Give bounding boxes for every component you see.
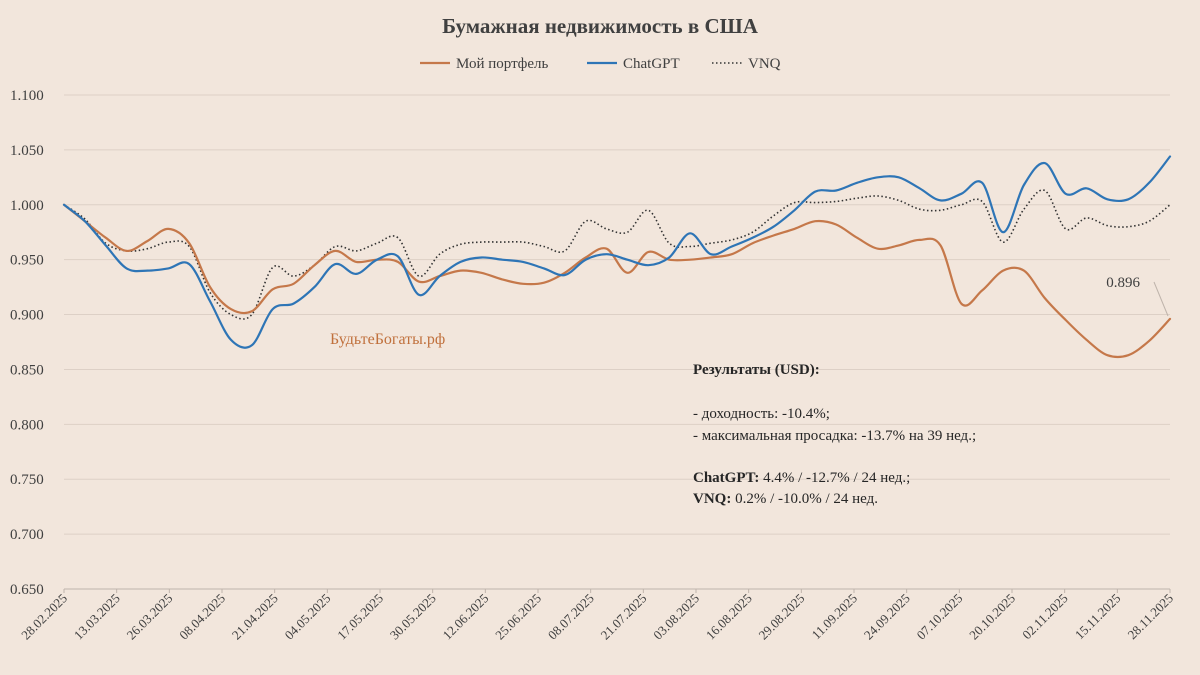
x-tick-label: 02.11.2025 — [1019, 591, 1071, 643]
y-tick-label: 0.800 — [10, 417, 44, 433]
legend: Мой портфель ChatGPT VNQ — [420, 56, 781, 72]
legend-label: Мой портфель — [456, 56, 548, 72]
x-tick-label: 29.08.2025 — [755, 591, 807, 643]
x-tick-label: 25.06.2025 — [492, 591, 544, 643]
series-lines — [62, 155, 1172, 359]
series-line-vnq — [63, 189, 1171, 320]
x-tick-label: 08.07.2025 — [545, 591, 597, 643]
y-tick-label: 0.900 — [10, 308, 44, 324]
legend-item-vnq: VNQ — [712, 56, 781, 72]
y-tick-label: 1.050 — [10, 143, 44, 159]
x-tick-label: 07.10.2025 — [913, 591, 965, 643]
x-tick-label: 26.03.2025 — [123, 591, 175, 643]
y-tick-label: 0.850 — [10, 362, 44, 378]
end-value-callout: 0.896 — [1106, 275, 1169, 317]
x-tick-label: 24.09.2025 — [861, 591, 913, 643]
x-axis: 28.02.2025 13.03.2025 26.03.2025 08.04.2025… — [18, 589, 1176, 642]
x-tick-label: 12.06.2025 — [439, 591, 491, 643]
results-line-chatgpt: ChatGPT: 4.4% / -12.7% / 24 нед.; — [693, 470, 910, 486]
end-value-leader — [1153, 281, 1169, 317]
y-tick-label: 0.650 — [10, 582, 44, 598]
results-chatgpt-value: 4.4% / -12.7% / 24 нед.; — [759, 470, 910, 486]
x-tick-label: 15.11.2025 — [1072, 591, 1124, 643]
x-tick-label: 21.04.2025 — [229, 591, 281, 643]
results-heading: Результаты (USD): — [693, 362, 820, 378]
results-vnq-value: 0.2% / -10.0% / 24 нед. — [731, 491, 878, 507]
results-chatgpt-label: ChatGPT: — [693, 470, 759, 486]
x-tick-label: 28.11.2025 — [1124, 591, 1176, 643]
legend-item-portfolio: Мой портфель — [420, 56, 548, 72]
results-line-vnq: VNQ: 0.2% / -10.0% / 24 нед. — [693, 491, 878, 507]
x-tick-label: 17.05.2025 — [334, 591, 386, 643]
results-annotation: Результаты (USD): - доходность: -10.4%; … — [693, 362, 976, 507]
y-tick-label: 0.750 — [10, 472, 44, 488]
results-vnq-label: VNQ: — [693, 491, 731, 507]
x-tick-label: 16.08.2025 — [703, 591, 755, 643]
legend-label: VNQ — [748, 56, 781, 72]
x-tick-label: 08.04.2025 — [176, 591, 228, 643]
y-tick-label: 0.700 — [10, 527, 44, 543]
results-line-drawdown: - максимальная просадка: -13.7% на 39 не… — [693, 428, 976, 444]
y-tick-label: 1.100 — [10, 88, 44, 104]
x-tick-label: 21.07.2025 — [597, 591, 649, 643]
legend-item-chatgpt: ChatGPT — [587, 56, 680, 72]
x-tick-label: 13.03.2025 — [71, 591, 123, 643]
y-axis: 1.100 1.050 1.000 0.950 0.900 0.850 0.800 0.750… — [10, 88, 44, 598]
chart-title: Бумажная недвижимость в США — [442, 14, 759, 38]
x-tick-label: 11.09.2025 — [808, 591, 860, 643]
results-line-return: - доходность: -10.4%; — [693, 406, 830, 422]
watermark: БудьтеБогаты.рф — [330, 331, 445, 348]
grid — [64, 94, 1170, 590]
x-tick-label: 04.05.2025 — [281, 591, 333, 643]
x-tick-label: 03.08.2025 — [650, 591, 702, 643]
x-tick-label: 28.02.2025 — [18, 591, 70, 643]
series-line-chatgpt — [62, 155, 1172, 349]
y-tick-label: 1.000 — [10, 198, 44, 214]
x-tick-label: 20.10.2025 — [966, 591, 1018, 643]
x-tick-label: 30.05.2025 — [387, 591, 439, 643]
series-line-portfolio — [62, 203, 1172, 359]
legend-label: ChatGPT — [623, 56, 680, 72]
end-value-label: 0.896 — [1106, 275, 1140, 291]
y-tick-label: 0.950 — [10, 253, 44, 269]
